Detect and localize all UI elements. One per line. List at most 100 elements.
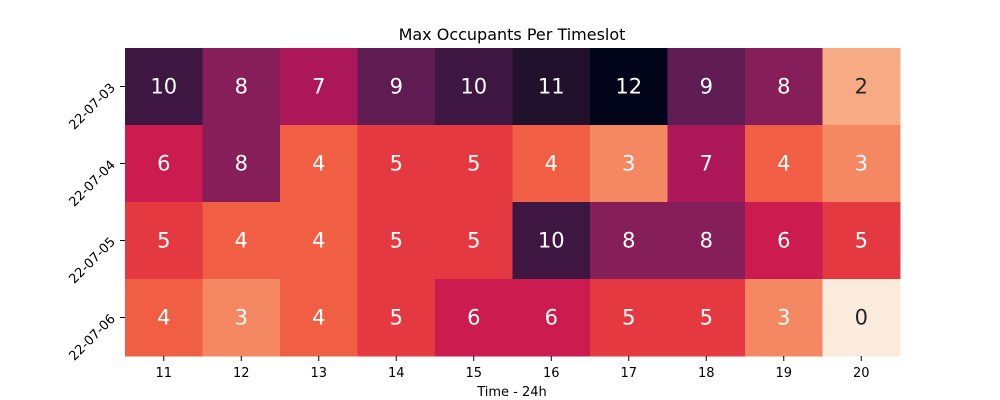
heatmap-cell	[202, 279, 281, 357]
heatmap-cell	[822, 279, 901, 357]
heatmap-cell	[512, 125, 591, 203]
x-tick-label: 12	[233, 366, 250, 381]
cell-value-label: 3	[622, 152, 635, 176]
x-tick-label: 14	[388, 366, 405, 381]
heatmap-cell	[745, 202, 823, 280]
cell-value-label: 10	[150, 75, 177, 99]
y-tick-label: 22-07-06	[66, 312, 118, 364]
heatmap-cell	[435, 202, 513, 280]
heatmap-cell	[280, 48, 358, 126]
x-tick-label: 20	[853, 366, 870, 381]
cell-value-label: 4	[777, 152, 790, 176]
x-axis-label: Time - 24h	[476, 385, 547, 400]
heatmap-cell	[357, 202, 436, 280]
heatmap-cell	[280, 202, 358, 280]
x-tick-label: 15	[465, 366, 482, 381]
cell-value-label: 7	[700, 152, 713, 176]
cell-value-label: 8	[700, 229, 713, 253]
heatmap-cell	[667, 125, 746, 203]
heatmap-cell	[125, 125, 203, 203]
x-tick-label: 19	[775, 366, 792, 381]
cell-value-label: 5	[390, 152, 403, 176]
x-tick-label: 18	[698, 366, 715, 381]
cell-value-label: 8	[235, 75, 248, 99]
heatmap-cell	[822, 48, 901, 126]
cell-value-label: 10	[460, 75, 487, 99]
heatmap-cell	[745, 125, 823, 203]
cell-value-label: 11	[538, 75, 565, 99]
heatmap-cell	[125, 279, 203, 357]
heatmap-cell	[125, 48, 203, 126]
heatmap-cell	[435, 125, 513, 203]
heatmap-cell	[590, 279, 668, 357]
y-tick-label: 22-07-03	[66, 81, 118, 133]
cell-value-label: 9	[700, 75, 713, 99]
heatmap-cell	[667, 202, 746, 280]
cell-value-label: 6	[467, 306, 480, 330]
cell-value-label: 5	[390, 229, 403, 253]
cell-value-label: 6	[777, 229, 790, 253]
y-axis: 22-07-03 22-07-04 22-07-05 22-07-06	[66, 81, 125, 364]
cell-value-label: 5	[855, 229, 868, 253]
heatmap-cell	[590, 125, 668, 203]
cell-value-label: 3	[855, 152, 868, 176]
x-axis: 11 12 13 14 15 16 17 18 19 20	[155, 356, 870, 381]
cell-value-label: 4	[545, 152, 558, 176]
y-tick-label: 22-07-05	[66, 235, 118, 287]
cell-value-label: 8	[777, 75, 790, 99]
cell-value-label: 2	[855, 75, 868, 99]
heatmap-cell	[125, 202, 203, 280]
heatmap-cell	[822, 125, 901, 203]
cell-value-label: 5	[157, 229, 170, 253]
cell-value-label: 4	[312, 152, 325, 176]
x-tick-label: 13	[310, 366, 327, 381]
cell-value-label: 4	[312, 229, 325, 253]
heatmap-cell	[590, 202, 668, 280]
cell-value-label: 5	[622, 306, 635, 330]
heatmap-cell	[280, 279, 358, 357]
cell-value-label: 4	[235, 229, 248, 253]
heatmap-cell	[280, 125, 358, 203]
cell-value-label: 3	[235, 306, 248, 330]
cell-value-label: 4	[157, 306, 170, 330]
heatmap-cell	[667, 48, 746, 126]
cell-value-label: 5	[467, 229, 480, 253]
heatmap-cell	[202, 202, 281, 280]
heatmap-cell	[435, 279, 513, 357]
heatmap-cells: 10 8 7 9 10 11 12 9 8 2 6 8 4 5 5 4 3 7 4 3 5 4 4 5 5 10 8 8 6 5 4 3 4 5 6…	[125, 48, 901, 357]
cell-value-label: 7	[312, 75, 325, 99]
cell-value-label: 8	[235, 152, 248, 176]
cell-value-label: 10	[538, 229, 565, 253]
y-tick-label: 22-07-04	[66, 158, 118, 210]
heatmap-cell	[667, 279, 746, 357]
heatmap-cell	[357, 125, 436, 203]
cell-value-label: 6	[157, 152, 170, 176]
cell-value-label: 5	[390, 306, 403, 330]
heatmap-cell	[202, 125, 281, 203]
cell-value-label: 5	[467, 152, 480, 176]
heatmap-cell	[512, 48, 591, 126]
heatmap-cell	[202, 48, 281, 126]
cell-value-label: 12	[615, 75, 642, 99]
heatmap-cell	[357, 48, 436, 126]
x-tick-label: 11	[155, 366, 172, 381]
cell-value-label: 0	[855, 306, 868, 330]
x-tick-label: 17	[620, 366, 637, 381]
x-tick-label: 16	[543, 366, 560, 381]
heatmap-cell	[512, 202, 591, 280]
cell-value-label: 5	[700, 306, 713, 330]
heatmap-cell	[435, 48, 513, 126]
heatmap-cell	[745, 48, 823, 126]
cell-value-label: 3	[777, 306, 790, 330]
cell-value-label: 9	[390, 75, 403, 99]
cell-value-label: 4	[312, 306, 325, 330]
heatmap-cell	[745, 279, 823, 357]
cell-value-label: 8	[622, 229, 635, 253]
chart-title: Max Occupants Per Timeslot	[399, 25, 626, 44]
heatmap-cell	[822, 202, 901, 280]
cell-value-label: 6	[545, 306, 558, 330]
heatmap-cell	[512, 279, 591, 357]
heatmap-cell	[357, 279, 436, 357]
heatmap-cell	[590, 48, 668, 126]
